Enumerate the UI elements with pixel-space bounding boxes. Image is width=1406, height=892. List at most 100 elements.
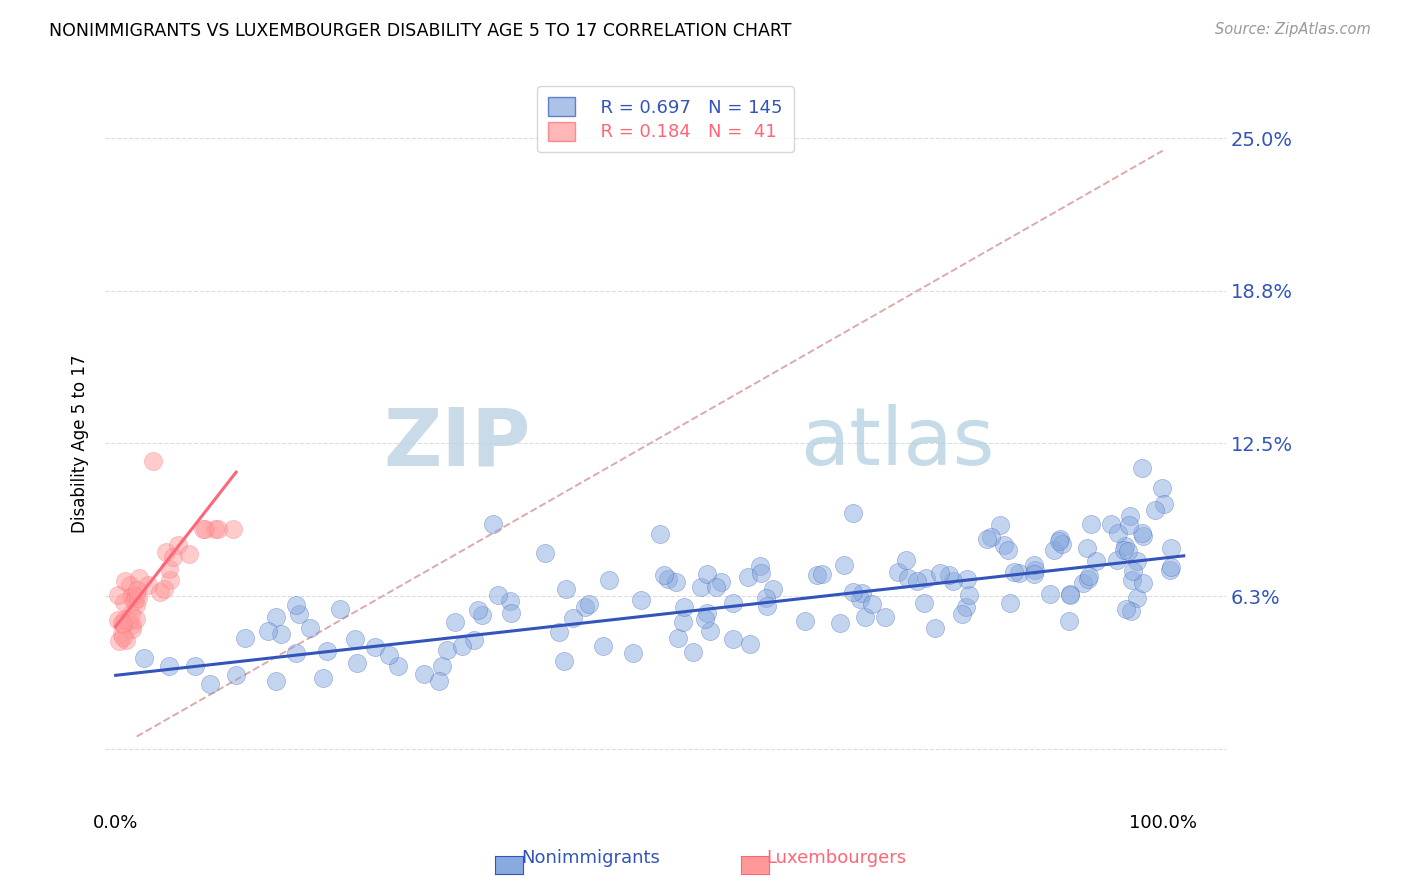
Point (1042, 542, 1064, 557)
Point (207, 522, 229, 536)
Point (721, 632, 744, 647)
Point (481, 516, 503, 531)
Point (665, 574, 688, 589)
Point (699, 624, 721, 638)
Point (887, 565, 910, 579)
Point (1002, 566, 1025, 580)
Point (1076, 541, 1098, 556)
Point (1052, 537, 1074, 551)
Point (1150, 481, 1173, 495)
Point (993, 538, 1015, 552)
Point (696, 566, 718, 581)
Point (107, 588, 129, 602)
Point (184, 659, 207, 673)
Point (264, 673, 287, 688)
Point (721, 597, 744, 611)
Point (200, 677, 222, 691)
Point (621, 646, 644, 660)
Point (997, 543, 1019, 558)
Point (1118, 517, 1140, 532)
Point (853, 610, 876, 624)
Point (125, 583, 148, 598)
Point (1119, 604, 1142, 618)
Point (1132, 576, 1154, 591)
Point (1107, 525, 1129, 540)
Point (112, 617, 135, 632)
Point (149, 584, 172, 599)
Point (672, 599, 695, 614)
Point (748, 559, 770, 574)
Point (592, 639, 614, 653)
Point (942, 574, 965, 589)
Point (1000, 596, 1022, 610)
Point (364, 640, 387, 654)
Point (873, 610, 896, 624)
Point (957, 588, 980, 602)
Point (1125, 554, 1147, 568)
Point (1160, 541, 1182, 555)
Point (118, 614, 141, 628)
Point (1130, 461, 1153, 475)
Point (136, 578, 159, 592)
Point (1114, 539, 1136, 553)
Point (1119, 509, 1142, 524)
Point (316, 644, 339, 658)
Point (671, 615, 693, 630)
Point (1077, 572, 1099, 586)
Point (1080, 517, 1102, 532)
Point (534, 546, 557, 560)
Point (501, 606, 523, 620)
Point (682, 645, 704, 659)
Point (652, 568, 675, 582)
Point (794, 614, 817, 628)
Point (950, 607, 973, 622)
Point (650, 526, 672, 541)
Point (450, 639, 472, 653)
Point (122, 588, 145, 602)
Point (848, 592, 870, 607)
Point (256, 624, 278, 639)
Point (905, 574, 928, 588)
Point (114, 574, 136, 588)
Point (122, 593, 145, 607)
Point (387, 659, 409, 673)
Point (233, 632, 256, 646)
Point (980, 530, 1002, 544)
Point (1084, 554, 1107, 568)
Point (112, 595, 135, 609)
Point (561, 610, 583, 624)
Point (1126, 591, 1149, 606)
Text: Source: ZipAtlas.com: Source: ZipAtlas.com (1215, 22, 1371, 37)
Point (1059, 614, 1081, 628)
Text: Nonimmigrants: Nonimmigrants (522, 849, 659, 867)
Text: Luxembourgers: Luxembourgers (766, 849, 907, 867)
Point (1143, 503, 1166, 517)
Point (1107, 552, 1129, 566)
Point (128, 571, 150, 585)
Point (1122, 564, 1144, 578)
Point (180, 58, 202, 72)
Point (193, 522, 215, 536)
Point (755, 599, 778, 614)
Point (630, 593, 652, 607)
Point (1059, 588, 1081, 602)
Point (1130, 525, 1153, 540)
Point (114, 612, 136, 626)
Point (430, 658, 453, 673)
Point (548, 624, 571, 639)
Point (806, 568, 828, 582)
Y-axis label: Disability Age 5 to 17: Disability Age 5 to 17 (72, 354, 89, 533)
Point (222, 522, 245, 536)
Point (1159, 563, 1181, 577)
Point (287, 607, 309, 621)
Point (1039, 587, 1062, 601)
Point (111, 630, 134, 644)
Point (737, 570, 759, 584)
Point (1153, 497, 1175, 511)
Point (710, 574, 733, 589)
Point (842, 584, 865, 599)
Point (1160, 559, 1182, 574)
Point (225, 667, 247, 681)
Point (204, 522, 226, 536)
Point (427, 674, 450, 689)
